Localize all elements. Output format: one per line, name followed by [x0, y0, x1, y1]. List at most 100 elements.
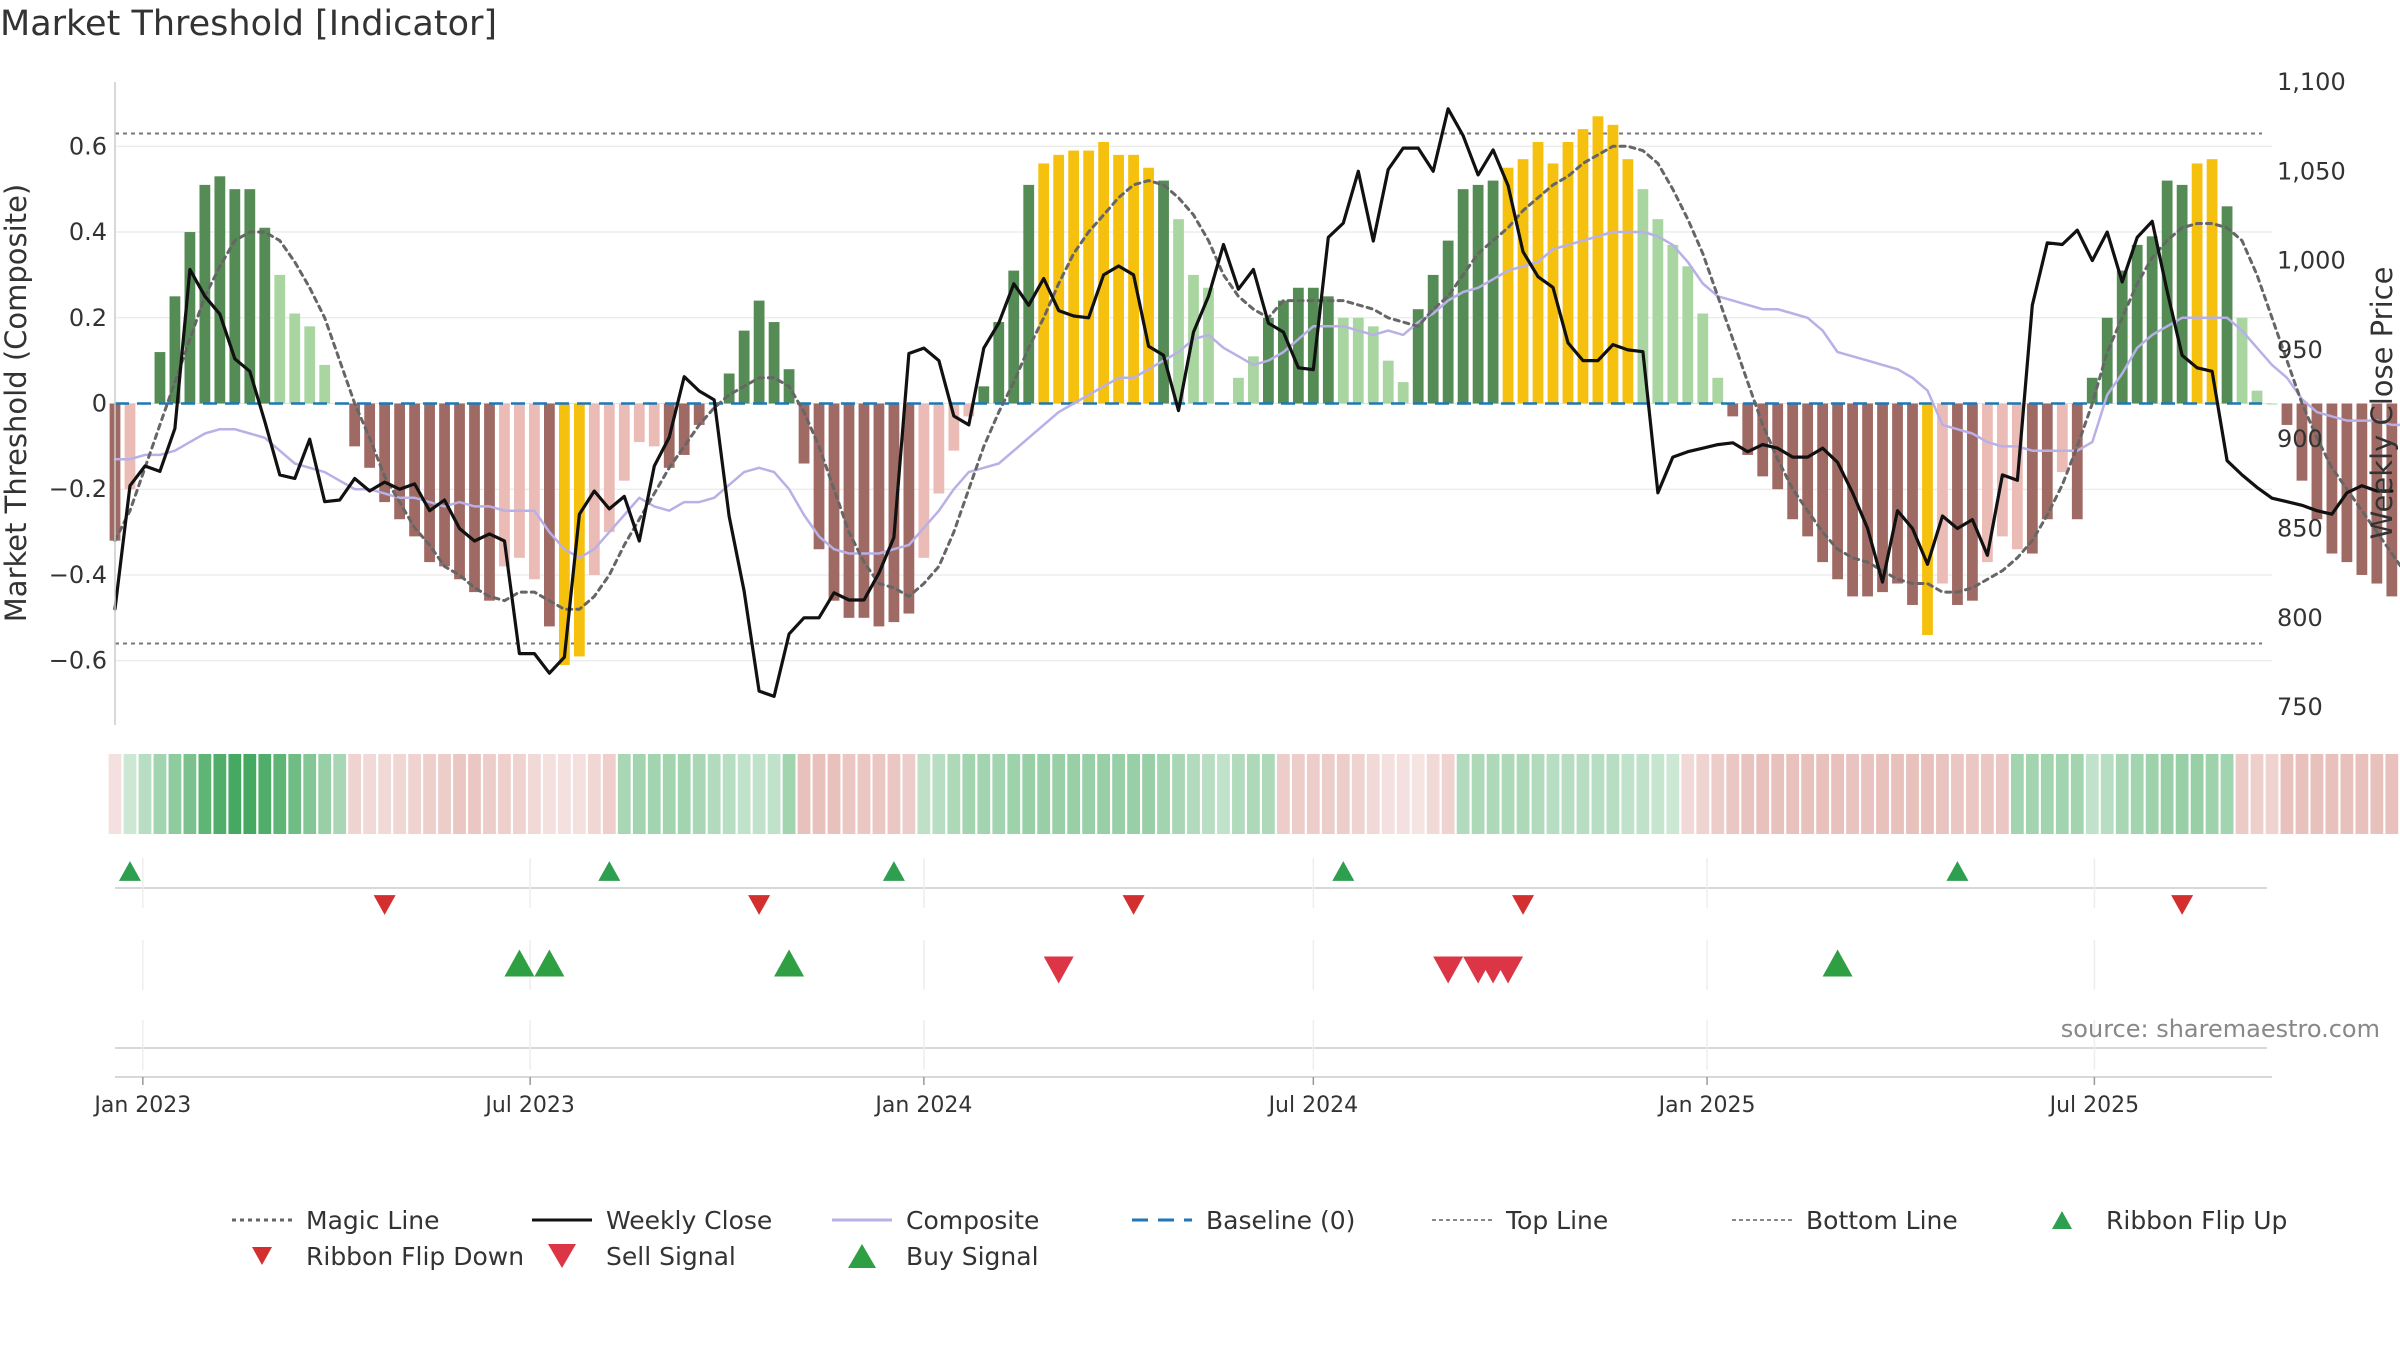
- ribbon-cell: [2385, 754, 2399, 834]
- ribbon-cell: [318, 754, 332, 834]
- composite-line: [113, 230, 2400, 560]
- ribbon-cell: [1786, 754, 1800, 834]
- ribbon-cell: [498, 754, 511, 834]
- ribbon-cell: [2085, 754, 2099, 834]
- ribbon-cell: [1816, 754, 1830, 834]
- ribbon-cell: [2175, 754, 2189, 834]
- legend-label: Bottom Line: [1806, 1205, 1958, 1235]
- ribbon-cell: [1696, 754, 1710, 834]
- ribbon-cell: [1636, 754, 1650, 834]
- composite-bar: [2071, 403, 2083, 520]
- composite-bar: [1307, 287, 1319, 404]
- ribbon-cell: [1471, 754, 1485, 834]
- ribbon-cell: [1351, 754, 1365, 834]
- composite-bar: [2236, 317, 2248, 404]
- composite-bar: [858, 403, 870, 618]
- ribbon-cell: [1606, 754, 1620, 834]
- y-tick-left-label: 0: [92, 390, 107, 418]
- composite-bar: [2026, 403, 2038, 554]
- sell-signal-marker: [1433, 956, 1464, 984]
- y-tick-left-label: 0.6: [69, 132, 107, 160]
- composite-bar: [1532, 142, 1544, 404]
- ribbon-cell: [872, 754, 886, 834]
- legend-symbol-icon: [2030, 1205, 2094, 1235]
- composite-bar: [2146, 236, 2158, 404]
- signal-markers: Jan 2023 Jul 2023 Jan 2024 Jul 2024 Jan 2025…: [92, 858, 2272, 1118]
- composite-bar: [289, 313, 301, 404]
- composite-bar: [618, 403, 630, 481]
- ribbon-cell: [468, 754, 481, 834]
- ribbon-cell: [1381, 754, 1395, 834]
- ribbon-cell: [363, 754, 377, 834]
- ribbon-cell: [2070, 754, 2084, 834]
- composite-bar: [1637, 189, 1649, 404]
- composite-bar: [454, 403, 465, 580]
- composite-bar: [1592, 116, 1604, 404]
- ribbon-cell: [572, 754, 586, 834]
- ribbon-cell: [528, 754, 541, 834]
- ribbon-cell: [1711, 754, 1725, 834]
- ribbon-cell: [1336, 754, 1350, 834]
- composite-bar: [1367, 326, 1379, 404]
- composite-bar: [1292, 287, 1304, 404]
- ribbon-cell: [2295, 754, 2309, 834]
- composite-bar: [1203, 287, 1214, 404]
- composite-bar: [2131, 244, 2143, 404]
- composite-bar: [1937, 403, 1948, 584]
- ribbon-cell: [962, 754, 976, 834]
- composite-bar: [2056, 403, 2068, 473]
- composite-bar: [394, 403, 405, 520]
- composite-bar: [2116, 270, 2128, 404]
- composite-bar: [993, 322, 1005, 404]
- composite-bar: [918, 403, 930, 558]
- y-tick-right-label: 950: [2277, 336, 2323, 364]
- composite-bar: [1727, 403, 1739, 417]
- ribbon-cell: [977, 754, 991, 834]
- ribbon-cell: [213, 754, 227, 834]
- legend-symbol-icon: [1430, 1205, 1494, 1235]
- y-tick-left-label: 0.4: [69, 218, 107, 246]
- ribbon-cell: [1127, 754, 1140, 834]
- ribbon-cell: [1486, 754, 1500, 834]
- ribbon-cell: [1291, 754, 1305, 834]
- composite-bar: [828, 403, 840, 601]
- composite-bar: [484, 403, 495, 601]
- legend-symbol-icon: [530, 1205, 594, 1235]
- legend-symbol-icon: [230, 1205, 294, 1235]
- ribbon-flip-down-marker: [1122, 895, 1145, 915]
- composite-bar: [244, 189, 256, 404]
- composite-bar: [2266, 403, 2278, 405]
- composite-bar: [1053, 154, 1065, 404]
- y-axis-left-label: Market Threshold (Composite): [0, 184, 33, 622]
- ribbon-cell: [2250, 754, 2264, 834]
- ribbon-cell: [887, 754, 901, 834]
- ribbon-cell: [1426, 754, 1440, 834]
- ribbon-cell: [1321, 754, 1335, 834]
- ribbon-cell: [1846, 754, 1859, 834]
- ribbon-cell: [1681, 754, 1695, 834]
- ribbon-cell: [123, 754, 137, 834]
- ribbon-cell: [513, 754, 526, 834]
- legend-label: Baseline (0): [1206, 1205, 1356, 1235]
- y-tick-right-label: 1,050: [2277, 157, 2346, 185]
- ribbon-cell: [1531, 754, 1545, 834]
- legend-item: Sell Signal: [530, 1241, 830, 1271]
- composite-bar: [1907, 403, 1918, 605]
- composite-bar: [1352, 317, 1364, 404]
- composite-bar: [1098, 142, 1110, 404]
- ribbon-cell: [827, 754, 841, 834]
- composite-bar: [633, 403, 645, 443]
- ribbon-cell: [2280, 754, 2294, 834]
- y-tick-left-label: 0.2: [69, 304, 107, 332]
- composite-bar: [1697, 313, 1709, 404]
- legend-item: Ribbon Flip Up: [2030, 1205, 2330, 1235]
- ribbon-cell: [153, 754, 167, 834]
- ribbon-flip-up-marker: [882, 861, 905, 881]
- ribbon-cell: [1067, 754, 1081, 834]
- ribbon-cell: [2310, 754, 2324, 834]
- ribbon-cell: [393, 754, 406, 834]
- ribbon-cell: [1936, 754, 1949, 834]
- composite-bar: [1757, 403, 1769, 477]
- ribbon-cell: [2040, 754, 2054, 834]
- ribbon-cell: [1247, 754, 1260, 834]
